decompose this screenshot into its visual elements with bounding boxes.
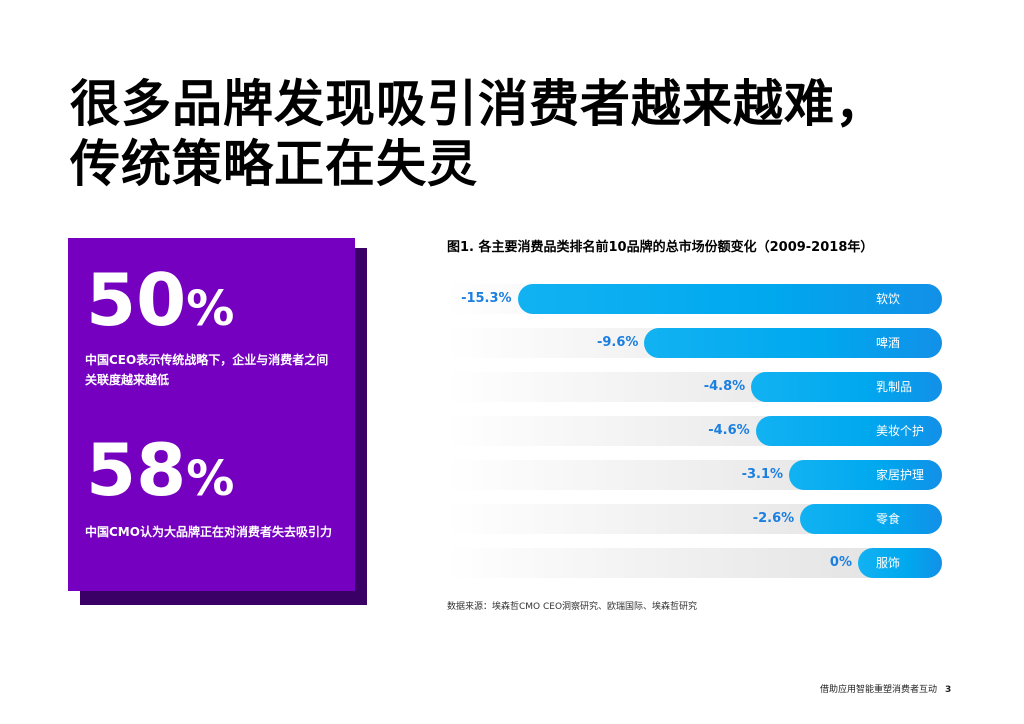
bar-category-label: 啤酒 xyxy=(876,336,901,350)
bar-category-label: 零食 xyxy=(876,512,901,526)
stat-unit: % xyxy=(186,451,235,507)
bar-value-label: 0% xyxy=(829,555,852,570)
page-title-line-2: 传统策略正在失灵 xyxy=(70,135,478,193)
bar xyxy=(755,416,942,446)
stat-box: 50% 中国CEO表示传统战略下，企业与消费者之间关联度越来越低 58% 中国C… xyxy=(68,238,355,591)
bar-value-label: -9.6% xyxy=(596,335,639,350)
stat-description: 中国CMO认为大品牌正在对消费者失去吸引力 xyxy=(85,525,332,539)
bar-value-label: -3.1% xyxy=(741,467,784,482)
bar xyxy=(800,504,942,534)
bar-value-label: -2.6% xyxy=(752,511,795,526)
source-note: 数据来源：埃森哲CMO CEO洞察研究、欧瑞国际、埃森哲研究 xyxy=(447,602,698,612)
bar xyxy=(751,372,942,402)
stat-unit: % xyxy=(186,281,235,337)
bar xyxy=(644,328,942,358)
page-title-line-1: 很多品牌发现吸引消费者越来越难， xyxy=(70,75,886,133)
bar-category-label: 软饮 xyxy=(876,292,901,306)
stat-number: 58 xyxy=(86,428,187,512)
stat-58-percent: 58% xyxy=(86,434,234,515)
stat-description: 中国CEO表示传统战略下，企业与消费者之间关联度越来越低 xyxy=(85,353,329,387)
bar-category-label: 乳制品 xyxy=(876,380,913,394)
bar xyxy=(789,460,942,490)
bar-value-label: -4.8% xyxy=(703,379,746,394)
stat-number: 50 xyxy=(86,258,187,342)
bar-category-label: 美妆个护 xyxy=(876,424,925,438)
footer-text: 借助应用智能重塑消费者互动 xyxy=(820,685,938,695)
chart-title: 图1. 各主要消费品类排名前10品牌的总市场份额变化（2009-2018年） xyxy=(447,240,874,255)
page-number: 3 xyxy=(945,685,952,695)
stat-50-percent: 50% xyxy=(86,264,234,345)
bar-value-label: -15.3% xyxy=(461,291,512,306)
bar-value-label: -4.6% xyxy=(708,423,750,438)
bar-category-label: 家居护理 xyxy=(876,468,925,482)
page-footer: 借助应用智能重塑消费者互动 3 xyxy=(820,682,951,695)
bar xyxy=(858,548,942,578)
page-title: 很多品牌发现吸引消费者越来越难， 传统策略正在失灵 xyxy=(70,74,970,194)
bar-category-label: 服饰 xyxy=(876,556,901,570)
bar xyxy=(517,284,942,314)
